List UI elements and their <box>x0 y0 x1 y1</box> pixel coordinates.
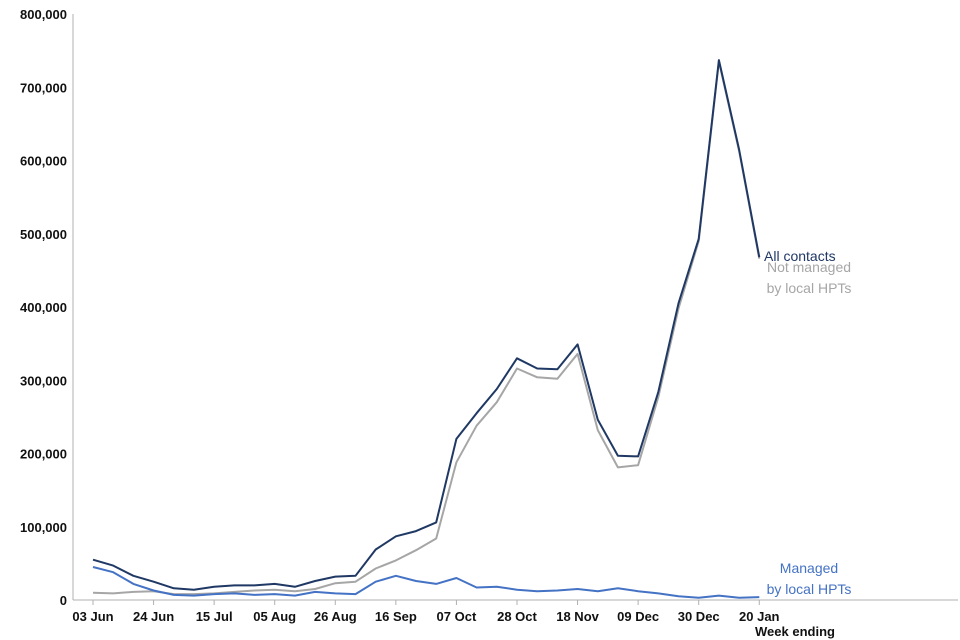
x-tick-label: 16 Sep <box>375 609 417 624</box>
y-tick-label: 0 <box>60 593 67 608</box>
x-tick-label: 28 Oct <box>497 609 537 624</box>
y-tick-label: 500,000 <box>20 227 67 242</box>
x-tick-label: 30 Dec <box>678 609 720 624</box>
y-tick-label: 300,000 <box>20 373 67 388</box>
x-tick-label: 18 Nov <box>556 609 599 624</box>
x-tick-label: 05 Aug <box>253 609 296 624</box>
series-label: Managed <box>780 560 838 576</box>
series-label: by local HPTs <box>767 581 852 597</box>
y-tick-label: 700,000 <box>20 80 67 95</box>
x-tick-label: 24 Jun <box>133 609 174 624</box>
series-line-managed-by-local-hpts <box>92 566 760 599</box>
y-tick-label: 100,000 <box>20 520 67 535</box>
series-label: All contacts <box>764 248 836 264</box>
x-tick-label: 20 Jan <box>739 609 780 624</box>
series-line-not-managed-by-local-hpts <box>92 60 761 596</box>
y-tick-label: 600,000 <box>20 154 67 169</box>
x-tick-label: 26 Aug <box>314 609 357 624</box>
y-tick-labels: 0 100,000 200,000 300,000 400,000 500,000 600,… <box>20 7 67 608</box>
x-axis-title: Week ending <box>755 624 835 639</box>
series-line-all-contacts <box>92 59 761 591</box>
y-tick-label: 200,000 <box>20 447 67 462</box>
x-tick-labels: 03 Jun 24 Jun 15 Jul 05 Aug 26 Aug 16 Sep 07 O… <box>72 600 780 624</box>
series-label: by local HPTs <box>767 280 852 296</box>
series-label: Not managed <box>767 259 851 275</box>
y-tick-label: 400,000 <box>20 300 67 315</box>
axes <box>72 14 958 601</box>
x-tick-label: 15 Jul <box>196 609 233 624</box>
x-tick-label: 07 Oct <box>437 609 477 624</box>
x-tick-label: 03 Jun <box>72 609 113 624</box>
series-lines <box>92 59 761 599</box>
y-tick-label: 800,000 <box>20 7 67 22</box>
x-tick-label: 09 Dec <box>617 609 659 624</box>
